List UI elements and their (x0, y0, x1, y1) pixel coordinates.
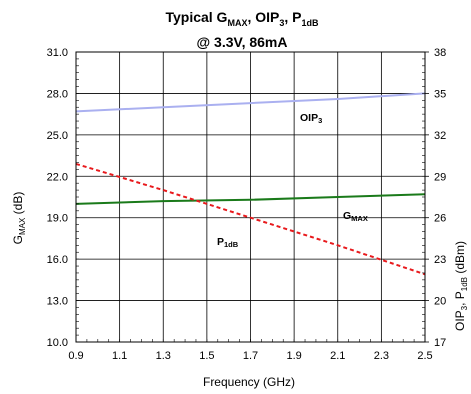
x-tick-label: 2.1 (330, 350, 345, 362)
series-label-gmax: GMAX (343, 210, 368, 223)
right-tick-label: 35 (434, 88, 446, 100)
series-line-p1db (75, 162, 426, 276)
left-tick-label: 22.0 (47, 171, 68, 183)
x-tick-label: 1.9 (286, 350, 301, 362)
right-tick-label: 26 (434, 213, 446, 225)
x-axis-ticks: 0.9 1.1 1.3 1.5 1.7 1.9 2.1 2.3 2.5 (68, 339, 433, 362)
right-tick-label: 29 (434, 171, 446, 183)
series-labels: OIP3 GMAX P1dB (217, 112, 368, 249)
left-tick-label: 16.0 (47, 254, 68, 266)
x-tick-label: 1.1 (112, 350, 127, 362)
left-tick-label: 28.0 (47, 88, 68, 100)
x-tick-label: 1.5 (199, 350, 214, 362)
right-axis-label: OIP3, P1dB (dBm) (453, 241, 469, 331)
chart-title-line-1: Typical GMAX, OIP3, P1dB (165, 9, 319, 28)
x-axis-label: Frequency (GHz) (203, 375, 295, 389)
right-tick-label: 38 (434, 47, 446, 59)
right-tick-label: 20 (434, 296, 446, 308)
left-axis-label: GMAX (dB) (11, 192, 27, 245)
left-tick-label: 25.0 (47, 130, 68, 142)
right-tick-label: 17 (434, 337, 446, 349)
right-tick-label: 32 (434, 130, 446, 142)
left-axis-ticks: 10.0 13.0 16.0 19.0 22.0 25.0 28.0 31.0 (47, 47, 79, 349)
grid (75, 51, 426, 343)
right-axis-ticks: 17 20 23 26 29 32 35 38 (422, 47, 446, 349)
series-label-oip3: OIP3 (300, 112, 322, 125)
series-line-oip3 (75, 92, 426, 113)
left-tick-label: 13.0 (47, 296, 68, 308)
left-tick-label: 10.0 (47, 337, 68, 349)
left-tick-label: 19.0 (47, 213, 68, 225)
x-tick-label: 1.7 (243, 350, 258, 362)
left-tick-label: 31.0 (47, 47, 68, 59)
series-layer (75, 92, 426, 276)
series-label-p1db: P1dB (217, 236, 239, 249)
x-tick-label: 0.9 (68, 350, 83, 362)
chart-title-line-2: @ 3.3V, 86mA (197, 34, 288, 50)
x-tick-label: 2.5 (417, 350, 432, 362)
x-tick-label: 2.3 (374, 350, 389, 362)
right-tick-label: 23 (434, 254, 446, 266)
x-tick-label: 1.3 (156, 350, 171, 362)
series-line-gmax (75, 193, 426, 205)
